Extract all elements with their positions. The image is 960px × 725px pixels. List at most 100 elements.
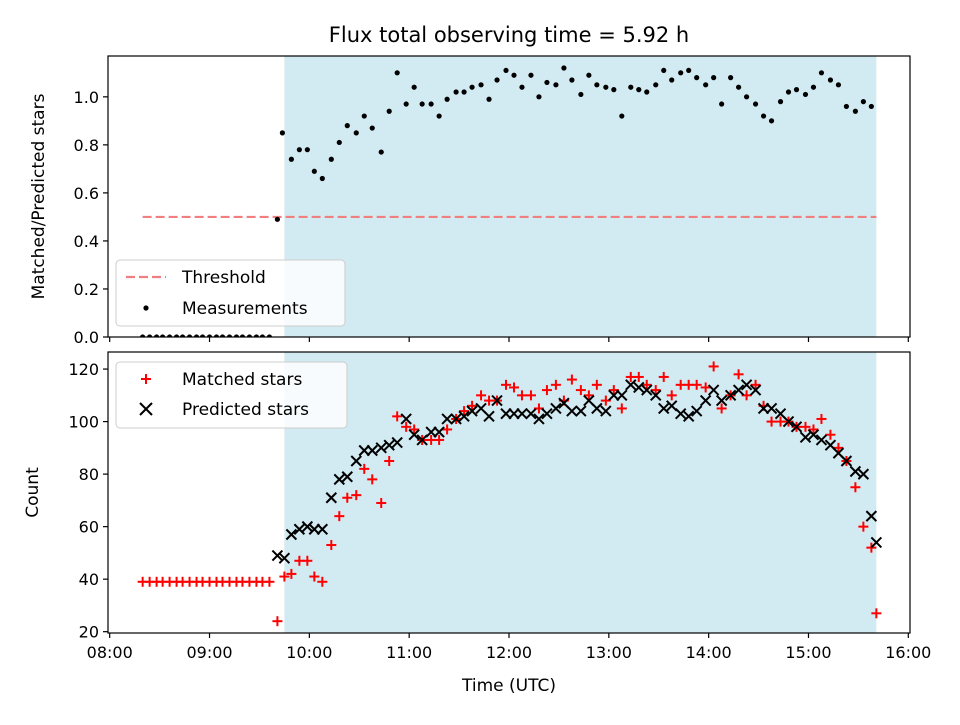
matched-stars-point: [708, 361, 719, 372]
matched-stars-point: [633, 371, 644, 382]
measurement-point: [777, 99, 784, 105]
matched-stars-point: [367, 474, 378, 485]
measurement-point: [785, 89, 792, 95]
predicted-stars-point-b: [583, 394, 595, 407]
predicted-stars-point: [271, 549, 284, 562]
measurement-point: [328, 156, 334, 162]
predicted-stars-point-b: [641, 384, 653, 396]
predicted-stars-point-b: [591, 402, 603, 415]
predicted-stars-point: [815, 434, 828, 446]
predicted-stars-point-b: [450, 413, 462, 425]
matched-stars-point: [641, 379, 652, 390]
measurement-point: [288, 156, 294, 162]
measurement-point: [199, 334, 206, 337]
x-tick-label: 08:00: [87, 643, 133, 662]
measurement-point: [793, 87, 800, 93]
predicted-stars-point: [383, 439, 395, 451]
measurement-point: [544, 79, 550, 86]
predicted-stars-point-b: [475, 402, 487, 415]
predicted-stars-point-b: [870, 536, 883, 549]
measurement-point: [561, 65, 567, 71]
matched-stars-point: [833, 442, 844, 453]
measurement-point: [843, 103, 850, 110]
predicted-stars-point: [849, 465, 862, 478]
measurement-point: [611, 87, 617, 93]
matched-stars-point: [825, 429, 836, 440]
matched-stars-point: [286, 568, 297, 579]
measurement-point: [154, 334, 160, 337]
measurement-point: [336, 139, 342, 146]
predicted-stars-point: [857, 468, 870, 480]
predicted-stars-point: [658, 402, 670, 415]
measurement-point: [636, 87, 642, 93]
predicted-stars-point-b: [383, 439, 395, 451]
x-tick-label: 09:00: [186, 643, 232, 662]
predicted-stars-point-b: [674, 408, 687, 420]
predicted-stars-point-b: [566, 405, 578, 417]
y-tick-label: 0.0: [74, 328, 99, 347]
matched-stars-point: [264, 576, 275, 587]
predicted-stars-point: [450, 413, 462, 425]
predicted-stars-point-b: [799, 431, 812, 444]
measurement-point: [494, 77, 500, 83]
predicted-stars-point: [366, 444, 378, 457]
measurement-point: [619, 113, 625, 119]
predicted-stars-point-b: [333, 473, 346, 486]
matched-stars-point: [342, 492, 353, 503]
predicted-stars-point-b: [458, 410, 470, 423]
measurement-point: [686, 67, 692, 74]
measurement-point: [344, 123, 350, 129]
measurement-point: [461, 89, 467, 95]
legend-threshold-label: Threshold: [181, 268, 266, 288]
bottom-panel: 20 40 60 80 100 120 08:00 09:00 10:00 11:00 12:00 1…: [23, 351, 931, 696]
matched-stars-point: [279, 571, 290, 582]
predicted-stars-point-b: [366, 444, 378, 457]
measurement-point: [536, 94, 542, 100]
predicted-stars-point-b: [375, 442, 387, 454]
predicted-stars-point: [865, 510, 878, 522]
matched-stars-point: [750, 379, 761, 390]
matched-stars-point: [434, 434, 445, 445]
predicted-stars-point-b: [732, 384, 745, 396]
measurement-point: [669, 77, 675, 83]
predicted-stars-point-b: [271, 549, 284, 562]
matched-stars-point: [691, 379, 702, 390]
measurement-point: [403, 101, 409, 107]
predicted-stars-point-b: [749, 384, 762, 396]
predicted-stars-point: [715, 394, 728, 407]
measurement-point: [179, 334, 186, 337]
measurement-point: [653, 82, 659, 88]
legend-measurement-swatch: [143, 305, 149, 311]
matched-stars-point: [359, 463, 370, 474]
y-axis-label: Count: [23, 467, 43, 518]
predicted-stars-point-b: [650, 389, 662, 402]
predicted-stars-point: [433, 426, 445, 438]
measurement-point: [140, 334, 146, 337]
measurement-point: [193, 334, 200, 337]
predicted-stars-point-b: [491, 394, 503, 407]
measurement-point: [528, 72, 534, 78]
measurement-point: [239, 334, 246, 337]
measurement-point: [411, 84, 417, 90]
y-tick-label: 1.0: [74, 88, 99, 107]
matched-stars-point: [508, 382, 519, 393]
predicted-stars-point-b: [391, 436, 403, 449]
predicted-stars-point: [491, 394, 503, 407]
predicted-stars-point-b: [849, 465, 862, 478]
matched-stars-point: [409, 424, 420, 435]
measurement-point: [802, 91, 809, 98]
matched-stars-point: [800, 421, 811, 432]
predicted-stars-point: [458, 410, 470, 423]
predicted-stars-point-b: [341, 471, 353, 483]
matched-stars-point: [766, 416, 777, 427]
measurement-point: [661, 67, 667, 74]
predicted-stars-point-b: [400, 413, 412, 425]
measurement-point: [369, 125, 375, 131]
y-tick-label: 0.4: [74, 232, 99, 251]
predicted-stars-point: [391, 436, 403, 449]
matched-stars-point: [616, 403, 627, 414]
measurement-point: [586, 72, 592, 78]
predicted-stars-point-b: [815, 434, 828, 446]
y-tick-label: 20: [79, 623, 99, 642]
